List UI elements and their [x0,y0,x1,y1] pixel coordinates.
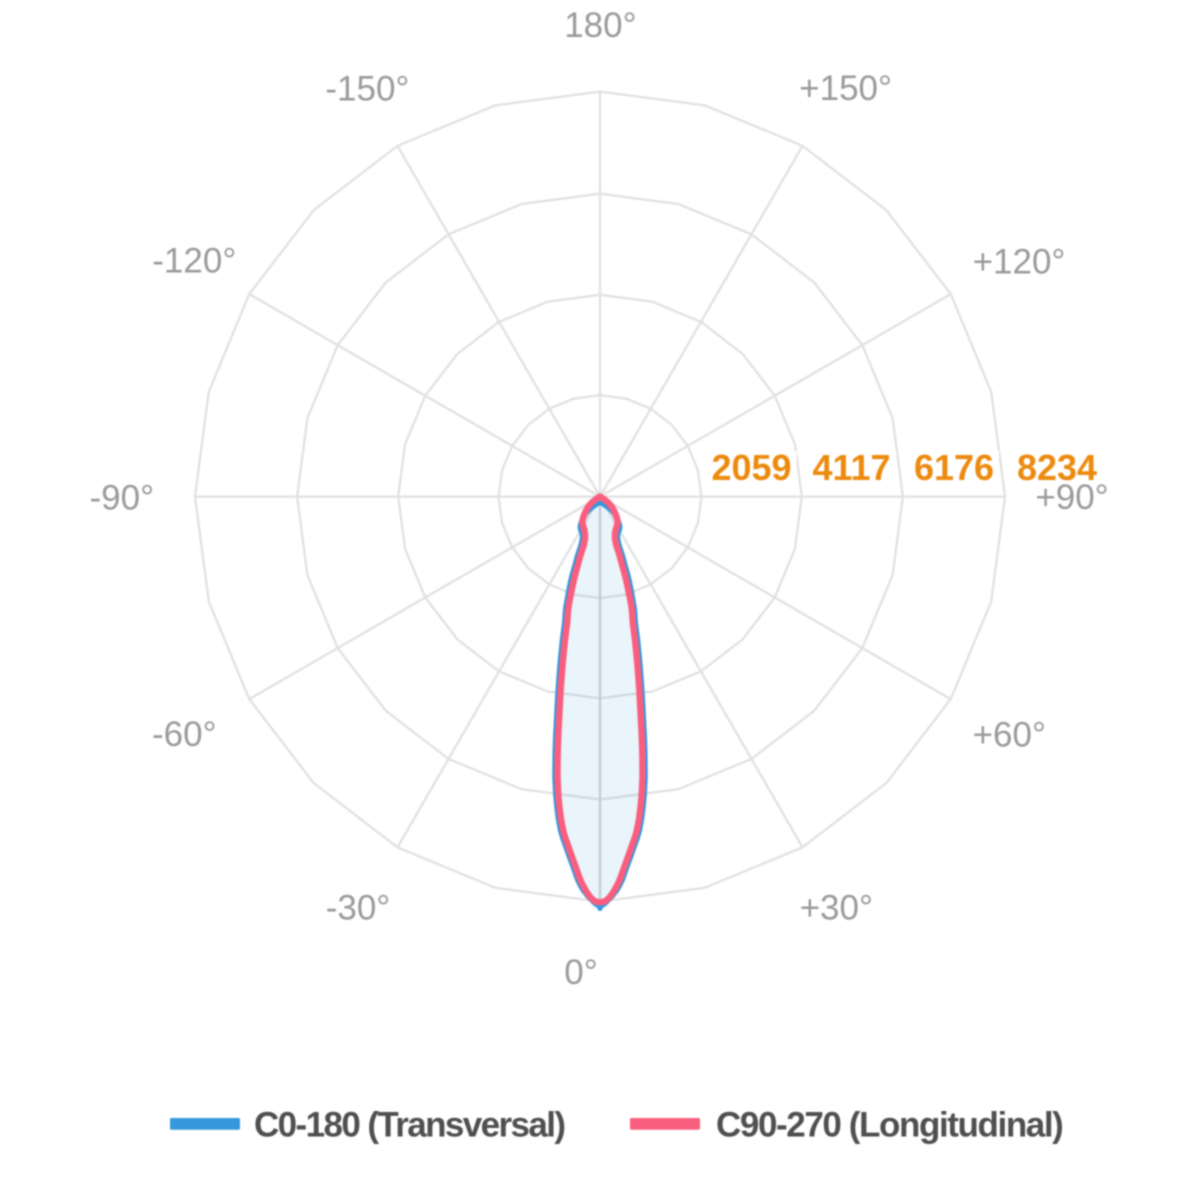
svg-text:4117: 4117 [812,447,890,488]
svg-text:180°: 180° [564,6,636,45]
svg-text:+30°: +30° [800,889,873,928]
svg-text:-30°: -30° [326,889,391,928]
svg-text:+60°: +60° [973,716,1046,755]
svg-text:C90-270 (Longitudinal): C90-270 (Longitudinal) [716,1106,1062,1145]
svg-text:-60°: -60° [152,715,217,754]
svg-text:6176: 6176 [914,447,994,488]
svg-text:-90°: -90° [90,479,155,518]
svg-text:-120°: -120° [152,242,236,281]
svg-text:+90°: +90° [1035,478,1108,517]
svg-text:+150°: +150° [799,69,892,108]
svg-text:8234: 8234 [1017,447,1097,488]
svg-text:0°: 0° [564,953,597,992]
svg-text:-150°: -150° [325,70,409,109]
svg-text:2059: 2059 [711,447,791,488]
svg-text:+120°: +120° [973,243,1066,282]
svg-text:C0-180 (Transversal): C0-180 (Transversal) [254,1106,564,1145]
